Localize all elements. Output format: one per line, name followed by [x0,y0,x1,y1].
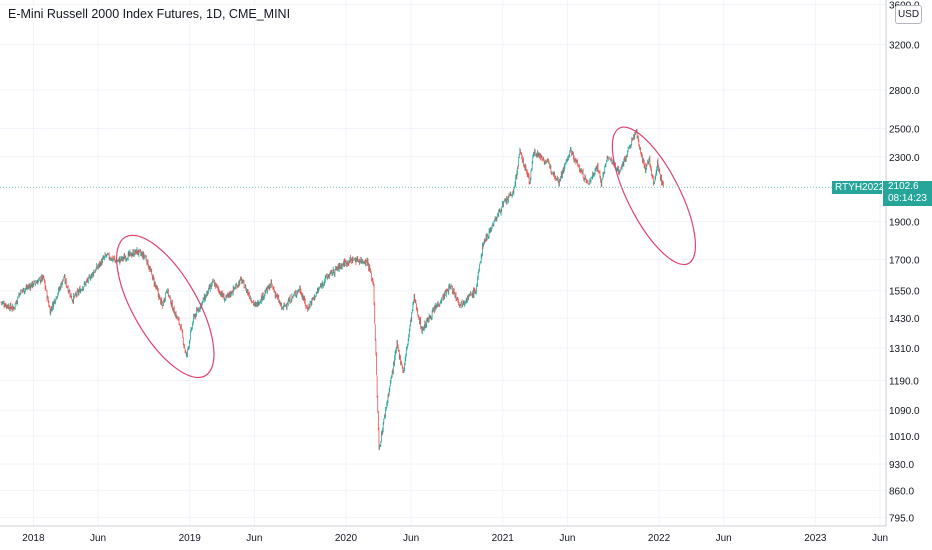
x-tick-label: 2021 [492,533,515,544]
y-tick-label: 2500.0 [889,124,920,135]
last-price-tag: 2102.6 08:14:23 [883,181,932,206]
x-tick-label: Jun [403,533,419,544]
x-tick-label: Jun [559,533,575,544]
y-tick-label: 2800.0 [889,86,920,97]
y-tick-label: 2300.0 [889,153,920,164]
time-axis[interactable]: 2018 Jun 2019 Jun 2020 Jun 2021 Jun 2022 Jun 2023 J… [22,533,888,544]
symbol-tag: RTYH2022 [832,181,884,194]
x-tick-label: 2023 [804,533,827,544]
bar-countdown: 08:14:23 [888,193,927,204]
y-tick-label: 1090.0 [889,406,920,417]
last-price-value: 2102.6 [888,181,919,192]
x-tick-label: 2020 [335,533,358,544]
y-tick-label: 1310.0 [889,344,920,355]
ellipse-annotation[interactable] [596,116,711,275]
y-tick-label: 1430.0 [889,314,920,325]
currency-button[interactable]: USD [895,5,922,24]
x-tick-label: Jun [246,533,262,544]
y-tick-label: 1190.0 [889,376,919,387]
y-tick-label: 1550.0 [889,287,920,298]
ellipse-annotation[interactable] [98,221,233,392]
y-tick-label: 1010.0 [889,432,920,443]
x-tick-label: Jun [716,533,732,544]
y-tick-label: 1900.0 [889,218,920,229]
chart-title: E-Mini Russell 2000 Index Futures, 1D, C… [6,6,293,22]
y-tick-label: 1700.0 [889,255,920,266]
x-tick-label: Jun [872,533,888,544]
y-tick-label: 930.0 [889,460,914,471]
y-tick-label: 3200.0 [889,41,920,52]
x-tick-label: 2019 [179,533,202,544]
candles [0,128,664,450]
x-tick-label: 2018 [22,533,45,544]
y-tick-label: 795.0 [889,513,914,524]
y-tick-label: 860.0 [889,487,914,498]
annotations[interactable] [0,116,886,391]
price-axis[interactable]: 3600.03200.02800.02500.02300.01900.01700… [889,1,920,525]
x-tick-label: Jun [90,533,106,544]
x-tick-label: 2022 [648,533,671,544]
grid [0,0,886,526]
